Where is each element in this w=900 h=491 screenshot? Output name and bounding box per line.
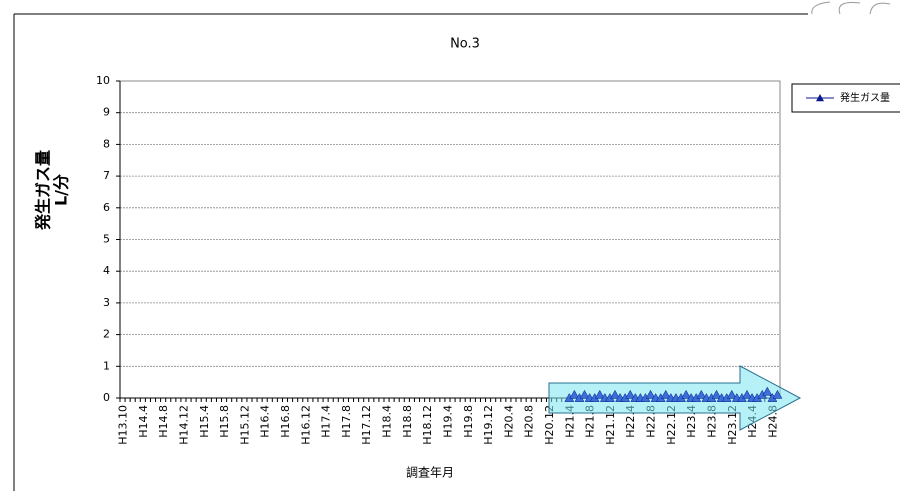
x-tick-label: H18.12 [421, 405, 434, 445]
data-point [625, 389, 636, 399]
data-point [579, 389, 590, 399]
x-tick-label: H14.4 [137, 405, 150, 438]
x-tick-label: H21.12 [604, 405, 617, 445]
data-point [696, 389, 707, 399]
y-tick-label: 3 [103, 296, 110, 309]
data-point [742, 389, 752, 399]
x-tick-label: H16.8 [279, 405, 292, 438]
data-point [660, 389, 671, 399]
y-tick-label: 2 [103, 328, 110, 341]
corner-decoration [811, 1, 891, 15]
y-tick-label: 8 [103, 137, 110, 150]
data-point [711, 389, 722, 399]
x-tick-label: H18.4 [381, 405, 394, 438]
data-point [762, 386, 773, 396]
y-tick-label: 4 [103, 264, 110, 277]
y-tick-label: 7 [103, 169, 110, 182]
x-tick-label: H17.12 [360, 405, 373, 445]
y-tick-label: 9 [103, 106, 110, 119]
y-axis-label: 発生ガス量 [34, 150, 53, 231]
x-tick-label: H15.4 [198, 405, 211, 438]
data-point [772, 389, 783, 399]
x-tick-label: H18.8 [401, 405, 414, 438]
x-tick-label: H17.8 [340, 405, 353, 438]
x-tick-label: H16.4 [259, 405, 272, 438]
x-tick-label: H19.12 [482, 405, 495, 445]
data-point [645, 389, 656, 399]
x-tick-label: H16.12 [299, 405, 312, 445]
x-axis-label: 調査年月 [406, 466, 454, 480]
x-tick-label: H22.12 [665, 405, 678, 445]
data-point [569, 389, 580, 399]
y-tick-label: 6 [103, 201, 110, 214]
x-tick-label: H17.4 [320, 405, 333, 438]
data-point [681, 389, 692, 399]
y-tick-label: 0 [103, 391, 110, 404]
data-point [594, 389, 605, 399]
x-tick-label: H14.12 [177, 405, 190, 445]
x-tick-label: H23.12 [726, 405, 739, 445]
x-tick-label: H15.12 [238, 405, 251, 445]
y-axis-label: L/分 [52, 174, 71, 206]
x-tick-label: H14.8 [157, 405, 170, 438]
y-tick-label: 1 [103, 359, 110, 372]
x-tick-label: H13.10 [117, 405, 130, 445]
chart-title: No.3 [450, 37, 480, 52]
x-tick-label: H20.8 [523, 405, 536, 438]
x-tick-label: H15.8 [218, 405, 231, 438]
x-tick-label: H19.4 [441, 405, 454, 438]
x-tick-label: H20.4 [502, 405, 515, 438]
x-tick-label: H19.8 [462, 405, 475, 438]
x-tick-label: H20.12 [543, 405, 556, 445]
y-tick-label: 5 [103, 233, 110, 246]
legend-marker [816, 94, 824, 102]
data-point [610, 389, 620, 399]
legend-label: 発生ガス量 [840, 91, 890, 104]
data-point [726, 389, 737, 399]
y-tick-label: 10 [96, 74, 110, 87]
